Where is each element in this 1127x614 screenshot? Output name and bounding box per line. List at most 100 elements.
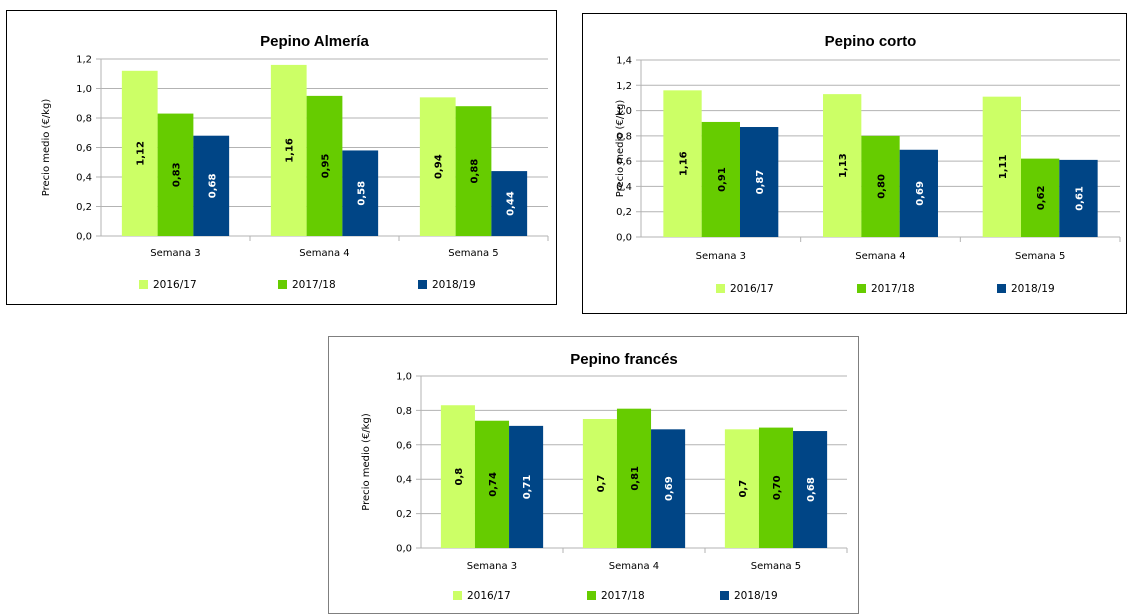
- legend-label-2018-19: 2018/19: [734, 590, 778, 602]
- data-label: 0,81: [630, 466, 641, 491]
- bar-2018-19-semana-4: [899, 149, 938, 237]
- chart-title: Pepino francés: [570, 351, 678, 368]
- y-tick-label: 0,8: [616, 131, 632, 142]
- bar-2018-19-semana-4: [342, 150, 379, 236]
- y-tick-label: 0,0: [396, 544, 412, 555]
- data-label: 0,94: [434, 154, 445, 179]
- data-label: 1,16: [285, 138, 296, 163]
- legend-label-2018-19: 2018/19: [432, 279, 476, 291]
- data-label: 0,69: [915, 181, 926, 206]
- legend-swatch-2016-17: [716, 284, 725, 293]
- y-tick-label: 0,4: [616, 182, 632, 193]
- bar-2018-19-semana-3: [509, 425, 544, 548]
- bar-2018-19-semana-4: [651, 429, 686, 548]
- legend-swatch-2017-18: [587, 591, 596, 600]
- data-label: 0,8: [454, 468, 465, 486]
- legend-label-2018-19: 2018/19: [1011, 283, 1055, 295]
- chart-svg: Pepino francés Precio medio (€/kg) 0,0 0,2 0…: [361, 351, 848, 602]
- legend-label-2016-17: 2016/17: [730, 283, 774, 295]
- data-label: 0,80: [877, 174, 888, 199]
- x-tick-label: Semana 4: [609, 561, 659, 572]
- legend-swatch-2018-19: [720, 591, 729, 600]
- bar-2017-18-semana-5: [455, 106, 492, 236]
- bar-2017-18-semana-3: [701, 121, 740, 237]
- bar-2018-19-semana-3: [193, 135, 230, 236]
- data-label: 1,16: [679, 151, 690, 176]
- bar-2018-19-semana-3: [739, 127, 779, 237]
- data-label: 0,91: [717, 167, 728, 192]
- bar-2016-17-semana-3: [663, 90, 702, 237]
- y-tick-label: 0,4: [76, 173, 92, 184]
- bar-2016-17-semana-5: [724, 429, 759, 548]
- y-axis-title: Precio medio (€/kg): [41, 99, 52, 197]
- legend-swatch-2016-17: [453, 591, 462, 600]
- bar-2016-17-semana-4: [823, 94, 862, 237]
- bar-2018-19-semana-5: [491, 171, 528, 236]
- y-tick-label: 0,6: [616, 157, 632, 168]
- bar-2018-19-semana-5: [1059, 159, 1098, 237]
- data-label: 1,13: [838, 153, 849, 178]
- bar-2018-19-semana-5: [793, 431, 828, 548]
- y-tick-label: 0,8: [76, 114, 92, 125]
- y-tick-label: 1,2: [616, 81, 632, 92]
- data-label: 0,7: [596, 475, 607, 493]
- data-label: 0,95: [321, 154, 332, 179]
- data-label: 1,11: [998, 154, 1009, 179]
- y-tick-label: 0,6: [76, 143, 92, 154]
- data-label: 0,61: [1074, 186, 1085, 211]
- legend-label-2016-17: 2016/17: [153, 279, 197, 291]
- y-tick-label: 0,2: [616, 207, 632, 218]
- bar-2017-18-semana-5: [758, 427, 794, 548]
- y-tick-label: 0,6: [396, 440, 412, 451]
- chart-pepino-corto: Pepino corto Precio medio (€/kg) 0,0 0,2 0,4…: [582, 13, 1127, 314]
- y-tick-label: 1,0: [396, 372, 412, 383]
- bar-2017-18-semana-4: [861, 135, 900, 237]
- legend-swatch-2017-18: [278, 280, 287, 289]
- chart-svg: Pepino Almería Precio medio (€/kg) 0,0 0,2 0…: [41, 33, 549, 291]
- data-label: 0,69: [664, 476, 675, 501]
- legend-label-2017-18: 2017/18: [871, 283, 915, 295]
- bar-2017-18-semana-3: [157, 113, 194, 236]
- data-label: 0,7: [738, 480, 749, 498]
- data-label: 0,70: [772, 475, 783, 500]
- bar-2017-18-semana-3: [474, 420, 510, 548]
- y-axis-title: Precio medio (€/kg): [615, 100, 626, 198]
- y-tick-label: 0,2: [396, 509, 412, 520]
- data-label: 0,68: [806, 477, 817, 502]
- legend-swatch-2017-18: [857, 284, 866, 293]
- data-label: 0,68: [207, 173, 218, 198]
- y-tick-label: 1,4: [616, 56, 632, 67]
- y-tick-label: 1,0: [76, 84, 92, 95]
- chart-svg: Pepino corto Precio medio (€/kg) 0,0 0,2 0,4…: [615, 33, 1121, 295]
- x-tick-label: Semana 3: [696, 251, 746, 262]
- y-tick-label: 0,4: [396, 475, 412, 486]
- bar-2016-17-semana-5: [982, 96, 1022, 238]
- y-tick-label: 0,0: [76, 232, 92, 243]
- bar-2016-17-semana-4: [270, 64, 307, 237]
- y-tick-label: 1,2: [76, 55, 92, 66]
- x-tick-label: Semana 4: [855, 251, 905, 262]
- data-label: 0,87: [755, 170, 766, 195]
- x-tick-label: Semana 5: [751, 561, 801, 572]
- y-tick-label: 0,0: [616, 233, 632, 244]
- x-tick-label: Semana 4: [299, 248, 349, 259]
- legend-swatch-2016-17: [139, 280, 148, 289]
- bar-2017-18-semana-4: [616, 408, 652, 548]
- legend-label-2017-18: 2017/18: [601, 590, 645, 602]
- legend-swatch-2018-19: [418, 280, 427, 289]
- data-label: 0,88: [470, 159, 481, 184]
- data-label: 1,12: [136, 141, 147, 166]
- bar-2017-18-semana-5: [1021, 158, 1060, 237]
- bar-2016-17-semana-3: [121, 70, 158, 236]
- bar-2017-18-semana-4: [306, 95, 343, 236]
- chart-title: Pepino corto: [825, 33, 917, 50]
- chart-pepino-frances: Pepino francés Precio medio (€/kg) 0,0 0,2 0…: [328, 336, 859, 614]
- y-tick-label: 0,2: [76, 202, 92, 213]
- y-tick-label: 0,8: [396, 406, 412, 417]
- data-label: 0,83: [172, 162, 183, 187]
- x-tick-label: Semana 5: [448, 248, 498, 259]
- chart-title: Pepino Almería: [260, 33, 369, 50]
- y-axis-title: Precio medio (€/kg): [361, 413, 372, 511]
- x-tick-label: Semana 3: [467, 561, 517, 572]
- bar-2016-17-semana-5: [419, 97, 456, 236]
